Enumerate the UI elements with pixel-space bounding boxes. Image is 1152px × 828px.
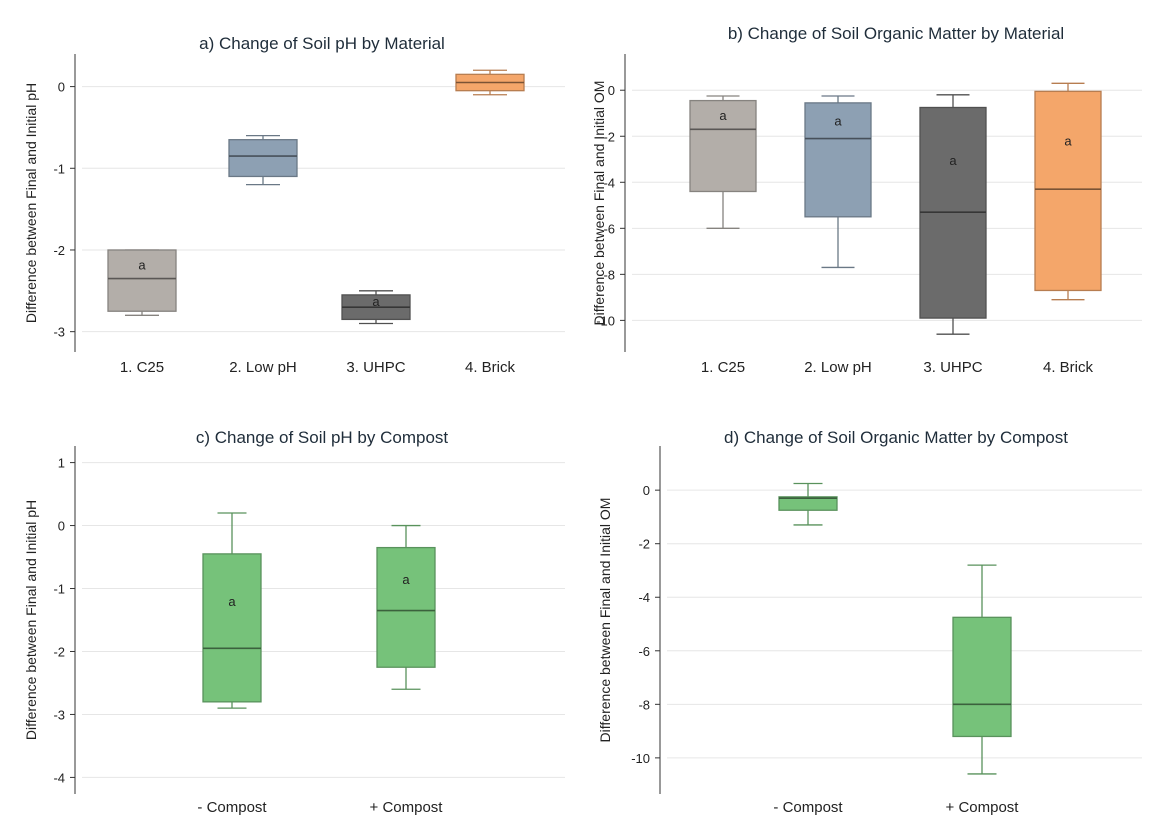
box-3: a xyxy=(341,290,411,325)
y-tick-label: -6 xyxy=(638,644,650,659)
box-2: a xyxy=(376,524,436,690)
x-tick-label: 3. UHPC xyxy=(923,359,982,376)
chart-title: b) Change of Soil Organic Matter by Mate… xyxy=(728,24,1064,43)
x-tick-label: 2. Low pH xyxy=(804,359,872,376)
box-iqr xyxy=(202,553,262,703)
y-tick-label: -2 xyxy=(603,129,615,144)
box-1: a xyxy=(107,249,177,316)
box-3: a xyxy=(919,94,987,335)
x-tick-label: 3. UHPC xyxy=(346,359,405,376)
y-tick-label: -4 xyxy=(53,770,65,785)
y-axis-label: Difference between Final and Initial OM xyxy=(597,498,613,743)
panel-3: c) Change of Soil pH by Compost Differenc… xyxy=(23,428,565,816)
box-2 xyxy=(952,564,1012,775)
x-tick-label: + Compost xyxy=(370,799,444,816)
x-tick-label: + Compost xyxy=(946,799,1020,816)
box-iqr xyxy=(804,102,872,218)
panel-2: b) Change of Soil Organic Matter by Mate… xyxy=(591,24,1142,376)
y-tick-label: 0 xyxy=(643,483,650,498)
y-axis-label: Difference between Final and Initial pH xyxy=(23,83,39,323)
group-letter: a xyxy=(949,153,957,168)
box-iqr xyxy=(1034,90,1102,292)
y-tick-label: -8 xyxy=(638,697,650,712)
y-tick-label: -4 xyxy=(603,175,615,190)
chart-title: d) Change of Soil Organic Matter by Comp… xyxy=(724,428,1068,447)
chart-title: a) Change of Soil pH by Material xyxy=(199,34,445,53)
group-letter: a xyxy=(372,294,380,309)
x-tick-label: 1. C25 xyxy=(701,359,745,376)
x-tick-label: 4. Brick xyxy=(465,359,516,376)
group-letter: a xyxy=(719,108,727,123)
box-1: a xyxy=(689,95,757,229)
y-axis-label: Difference between Final and Initial OM xyxy=(591,81,607,326)
box-2: a xyxy=(804,95,872,269)
chart-title: c) Change of Soil pH by Compost xyxy=(196,428,449,447)
group-letter: a xyxy=(1064,133,1072,148)
box-iqr xyxy=(952,616,1012,738)
y-tick-label: 0 xyxy=(608,83,615,98)
y-tick-label: -4 xyxy=(638,590,650,605)
box-1 xyxy=(778,482,838,526)
y-tick-label: -3 xyxy=(53,707,65,722)
y-tick-label: -10 xyxy=(596,313,615,328)
group-letter: a xyxy=(228,594,236,609)
box-iqr xyxy=(778,496,838,511)
x-tick-label: - Compost xyxy=(773,799,843,816)
x-tick-label: 2. Low pH xyxy=(229,359,297,376)
x-tick-label: 1. C25 xyxy=(120,359,164,376)
y-tick-label: -2 xyxy=(638,537,650,552)
box-iqr xyxy=(228,139,298,178)
y-tick-label: -3 xyxy=(53,325,65,340)
y-tick-label: -6 xyxy=(603,221,615,236)
x-tick-label: - Compost xyxy=(197,799,267,816)
y-tick-label: -1 xyxy=(53,161,65,176)
group-letter: a xyxy=(834,114,842,129)
y-tick-label: 0 xyxy=(58,80,65,95)
box-iqr xyxy=(689,99,757,193)
box-iqr xyxy=(376,546,436,668)
y-tick-label: -1 xyxy=(53,582,65,597)
group-letter: a xyxy=(138,257,146,272)
y-tick-label: -2 xyxy=(53,644,65,659)
group-letter: a xyxy=(402,572,410,587)
y-tick-label: -2 xyxy=(53,243,65,258)
y-tick-label: -10 xyxy=(631,751,650,766)
box-2 xyxy=(228,134,298,186)
box-1: a xyxy=(202,512,262,709)
box-4 xyxy=(455,69,525,96)
y-tick-label: -8 xyxy=(603,267,615,282)
panel-4: d) Change of Soil Organic Matter by Comp… xyxy=(597,428,1142,816)
y-tick-label: 1 xyxy=(58,456,65,471)
box-4: a xyxy=(1034,82,1102,301)
y-tick-label: 0 xyxy=(58,519,65,534)
x-tick-label: 4. Brick xyxy=(1043,359,1094,376)
y-axis-label: Difference between Final and Initial pH xyxy=(23,500,39,740)
panel-1: a) Change of Soil pH by Material Differen… xyxy=(23,34,565,376)
box-iqr xyxy=(107,249,177,312)
